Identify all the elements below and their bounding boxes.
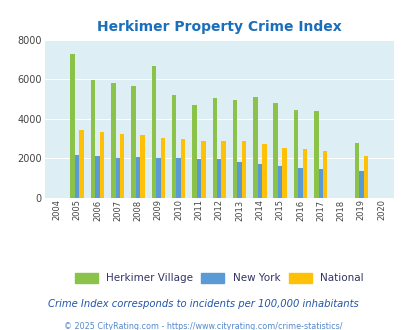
Bar	[200, 141, 205, 198]
Bar	[95, 156, 100, 198]
Bar	[358, 171, 363, 198]
Bar	[354, 143, 358, 198]
Bar	[172, 95, 176, 198]
Bar	[100, 132, 104, 198]
Bar	[70, 54, 75, 198]
Bar	[192, 105, 196, 198]
Bar	[160, 138, 164, 198]
Bar	[252, 97, 257, 198]
Bar	[273, 103, 277, 198]
Bar	[363, 156, 367, 198]
Bar	[237, 162, 241, 198]
Bar	[91, 80, 95, 198]
Bar	[216, 159, 221, 198]
Bar	[262, 144, 266, 198]
Bar	[232, 100, 237, 198]
Bar	[111, 83, 115, 198]
Bar	[298, 168, 302, 198]
Bar	[181, 139, 185, 198]
Bar	[212, 98, 216, 198]
Bar	[151, 66, 156, 198]
Bar	[79, 130, 83, 198]
Bar	[135, 157, 140, 198]
Bar	[318, 169, 322, 198]
Bar	[257, 164, 262, 198]
Bar	[75, 155, 79, 198]
Text: © 2025 CityRating.com - https://www.cityrating.com/crime-statistics/: © 2025 CityRating.com - https://www.city…	[64, 322, 341, 330]
Text: Crime Index corresponds to incidents per 100,000 inhabitants: Crime Index corresponds to incidents per…	[47, 299, 358, 309]
Bar	[302, 149, 307, 198]
Bar	[120, 134, 124, 198]
Bar	[277, 166, 282, 198]
Bar	[115, 158, 120, 198]
Bar	[241, 141, 245, 198]
Bar	[282, 148, 286, 198]
Bar	[322, 151, 326, 198]
Bar	[176, 158, 181, 198]
Title: Herkimer Property Crime Index: Herkimer Property Crime Index	[97, 20, 341, 34]
Bar	[156, 158, 160, 198]
Bar	[313, 111, 318, 198]
Bar	[293, 111, 297, 198]
Bar	[196, 159, 201, 198]
Bar	[221, 141, 225, 198]
Bar	[140, 135, 144, 198]
Bar	[131, 86, 135, 198]
Legend: Herkimer Village, New York, National: Herkimer Village, New York, National	[75, 273, 363, 283]
